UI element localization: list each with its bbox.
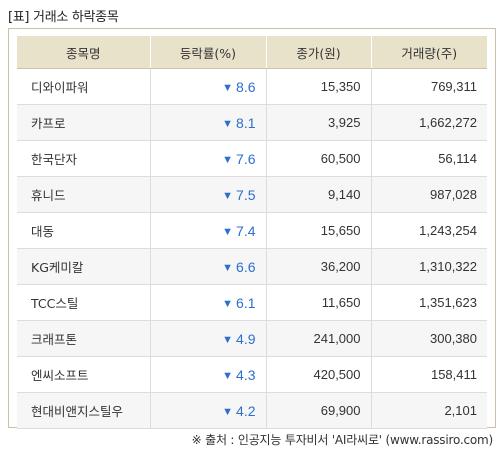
page-title: [표] 거래소 하락종목 — [8, 10, 119, 25]
change-cell: ▼ 8.1 — [149, 104, 266, 141]
change-value: 7.5 — [236, 186, 256, 203]
change-cell: ▼ 7.4 — [149, 212, 266, 249]
stock-name: 크래프톤 — [17, 320, 150, 357]
table-row: 크래프톤 ▼ 4.9 241,000 300,380 — [17, 320, 487, 357]
change-value: 6.1 — [236, 294, 256, 311]
down-triangle-icon: ▼ — [222, 261, 234, 274]
table-row: 휴니드 ▼ 7.5 9,140 987,028 — [17, 176, 487, 213]
volume: 2,101 — [370, 392, 487, 429]
stock-name: 카프로 — [17, 104, 150, 141]
change-value: 7.4 — [236, 222, 256, 239]
table-row: 엔씨소프트 ▼ 4.3 420,500 158,411 — [17, 356, 487, 393]
change-cell: ▼ 4.9 — [149, 320, 266, 357]
change-cell: ▼ 7.6 — [149, 140, 266, 177]
table-header-row: 종목명 등락률(%) 종가(원) 거래량(주) — [17, 36, 487, 69]
change-cell: ▼ 6.6 — [149, 248, 266, 285]
volume: 987,028 — [370, 176, 487, 213]
down-triangle-icon: ▼ — [222, 189, 234, 202]
change-cell: ▼ 4.2 — [149, 392, 266, 429]
stock-name: 한국단자 — [17, 140, 150, 177]
close-price: 36,200 — [265, 248, 371, 285]
down-triangle-icon: ▼ — [222, 81, 234, 94]
table-row: 한국단자 ▼ 7.6 60,500 56,114 — [17, 140, 487, 177]
source-note: ※ 출처 : 인공지능 투자비서 'AI라씨로' (www.rassiro.co… — [191, 433, 494, 447]
header-change: 등락률(%) — [149, 36, 266, 69]
down-triangle-icon: ▼ — [222, 369, 234, 382]
close-price: 420,500 — [265, 356, 371, 393]
volume: 1,351,623 — [370, 284, 487, 321]
volume: 158,411 — [370, 356, 487, 393]
close-price: 11,650 — [265, 284, 371, 321]
down-triangle-icon: ▼ — [222, 117, 234, 130]
down-triangle-icon: ▼ — [222, 333, 234, 346]
close-price: 15,650 — [265, 212, 371, 249]
close-price: 69,900 — [265, 392, 371, 429]
table-row: 대동 ▼ 7.4 15,650 1,243,254 — [17, 212, 487, 249]
change-value: 8.1 — [236, 114, 256, 131]
change-value: 6.6 — [236, 258, 256, 275]
change-value: 4.2 — [236, 402, 256, 419]
change-value: 8.6 — [236, 78, 256, 95]
close-price: 241,000 — [265, 320, 371, 357]
close-price: 9,140 — [265, 176, 371, 213]
stock-name: 휴니드 — [17, 176, 150, 213]
header-name: 종목명 — [17, 36, 150, 69]
volume: 56,114 — [370, 140, 487, 177]
stock-name: 현대비앤지스틸우 — [17, 392, 150, 429]
volume: 300,380 — [370, 320, 487, 357]
stock-name: TCC스틸 — [17, 284, 150, 321]
close-price: 15,350 — [265, 68, 371, 105]
header-volume: 거래량(주) — [370, 36, 487, 69]
down-triangle-icon: ▼ — [222, 405, 234, 418]
down-triangle-icon: ▼ — [222, 225, 234, 238]
change-value: 7.6 — [236, 150, 256, 167]
stock-name: KG케미칼 — [17, 248, 150, 285]
change-cell: ▼ 4.3 — [149, 356, 266, 393]
stock-name: 디와이파워 — [17, 68, 150, 105]
table-row: 현대비앤지스틸우 ▼ 4.2 69,900 2,101 — [17, 392, 487, 429]
table-row: 카프로 ▼ 8.1 3,925 1,662,272 — [17, 104, 487, 141]
close-price: 3,925 — [265, 104, 371, 141]
change-value: 4.3 — [236, 366, 256, 383]
stock-name: 대동 — [17, 212, 150, 249]
declining-stocks-table: 종목명 등락률(%) 종가(원) 거래량(주) 디와이파워 ▼ 8.6 15,350 7… — [17, 36, 487, 429]
volume: 1,662,272 — [370, 104, 487, 141]
table-row: TCC스틸 ▼ 6.1 11,650 1,351,623 — [17, 284, 487, 321]
close-price: 60,500 — [265, 140, 371, 177]
change-cell: ▼ 6.1 — [149, 284, 266, 321]
volume: 1,310,322 — [370, 248, 487, 285]
down-triangle-icon: ▼ — [222, 297, 234, 310]
table-row: 디와이파워 ▼ 8.6 15,350 769,311 — [17, 68, 487, 105]
volume: 1,243,254 — [370, 212, 487, 249]
header-close: 종가(원) — [265, 36, 371, 69]
change-cell: ▼ 7.5 — [149, 176, 266, 213]
change-cell: ▼ 8.6 — [149, 68, 266, 105]
down-triangle-icon: ▼ — [222, 153, 234, 166]
stock-name: 엔씨소프트 — [17, 356, 150, 393]
table-row: KG케미칼 ▼ 6.6 36,200 1,310,322 — [17, 248, 487, 285]
change-value: 4.9 — [236, 330, 256, 347]
volume: 769,311 — [370, 68, 487, 105]
